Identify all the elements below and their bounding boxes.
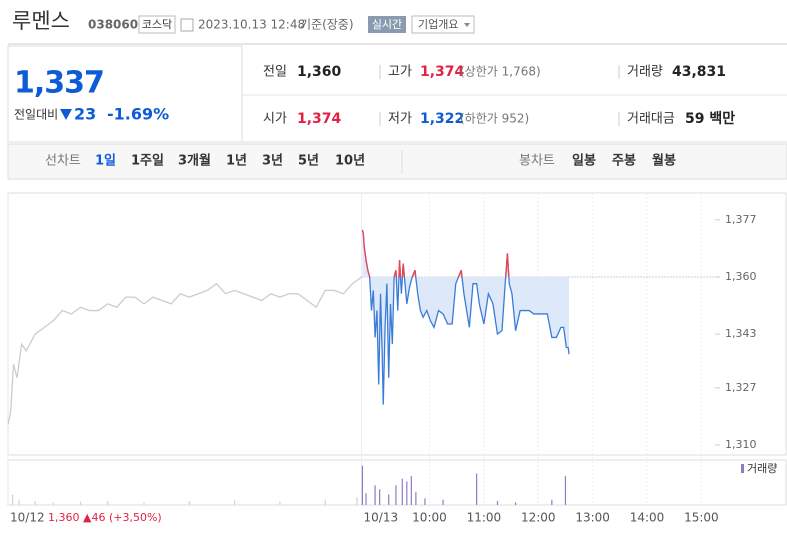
x-tick-label: 12:00 — [521, 511, 556, 525]
plot-frame — [7, 192, 787, 456]
tab-bar — [7, 143, 787, 180]
volume-bar — [514, 502, 517, 505]
x-tick-label: 14:00 — [630, 511, 665, 525]
field-label: 전일 — [263, 65, 287, 80]
x-tick-label: 11:00 — [467, 511, 502, 525]
field-value: 43,831 — [672, 64, 726, 80]
company[interactable]: 기업개요 — [418, 18, 458, 31]
volume-bar — [79, 501, 82, 505]
volume-bar — [476, 473, 478, 505]
field-value: 1,374 — [420, 64, 465, 80]
field-note: (상한가 1,768) — [460, 65, 541, 79]
market-badge — [138, 15, 176, 34]
volume-bar — [410, 476, 412, 505]
volume-bar — [52, 502, 54, 505]
y-tick-label: 1,327 — [725, 381, 757, 394]
y-tick-label: 1,360 — [725, 270, 757, 283]
volume-bar — [551, 499, 553, 505]
market: 코스닥 — [142, 18, 172, 31]
volume-bar — [356, 497, 358, 505]
y-tick-label: 1,310 — [725, 438, 757, 451]
line — [361, 229, 570, 405]
tab[interactable]: 10년 — [335, 154, 365, 169]
volume-bar — [379, 489, 381, 505]
x-tick-label: 15:00 — [684, 511, 719, 525]
volume-bar — [107, 501, 109, 505]
volume-bar — [188, 501, 190, 505]
volume-legend-swatch — [741, 464, 744, 473]
dropdown-arrow — [464, 23, 470, 27]
realtime-badge[interactable] — [368, 16, 406, 33]
volume-bar — [496, 501, 499, 505]
realtime[interactable]: 실시간 — [372, 18, 402, 31]
stock-code: 038060 — [88, 18, 138, 32]
y-tick-label: 1,343 — [725, 327, 757, 340]
tab[interactable]: 1일 — [95, 154, 116, 169]
volume-bar — [18, 499, 20, 505]
line-chart-label: 선차트 — [45, 154, 81, 169]
volume-bar — [279, 501, 281, 505]
line — [7, 276, 362, 425]
volume-bar — [361, 465, 364, 505]
tab[interactable]: 주봉 — [612, 154, 636, 169]
tab[interactable]: 3년 — [262, 154, 283, 169]
stock-name: 루멘스 — [12, 9, 70, 33]
volume-bar — [234, 500, 236, 505]
field-value: 1,374 — [297, 111, 342, 127]
x-tick-label: 10/13 — [364, 511, 399, 525]
field-label: 시가 — [263, 112, 287, 127]
volume-bar — [415, 491, 417, 505]
volume-bar — [365, 493, 367, 505]
datetime: 2023.10.13 12:48 — [198, 18, 305, 32]
field-label: 거래대금 — [627, 112, 675, 127]
price-box — [7, 45, 243, 143]
x-tick-label: 10:00 — [412, 511, 447, 525]
volume-bar — [401, 478, 403, 505]
tab[interactable]: 월봉 — [652, 153, 676, 169]
tab[interactable]: 1주일 — [131, 154, 164, 169]
down-arrow — [60, 109, 72, 120]
y-tick-label: 1,377 — [725, 213, 757, 226]
change-label: 전일대비 — [14, 108, 58, 122]
volume-bar — [395, 485, 397, 505]
volume-bar — [442, 499, 444, 505]
volume-bar — [143, 502, 145, 505]
volume-frame — [7, 459, 787, 506]
field-value: 1,360 — [297, 64, 342, 80]
annotation: 1,360 ▲46 (+3,50%) — [48, 511, 162, 524]
field-value: 1,322 — [420, 111, 464, 127]
basis: 기준(장중) — [300, 18, 354, 32]
volume-bar — [324, 499, 326, 505]
volume-bar — [564, 476, 567, 505]
candle-chart-label: 봉차트 — [519, 154, 555, 169]
change: 23 — [74, 105, 96, 124]
price: 1,337 — [14, 66, 104, 101]
volume-bar — [11, 494, 14, 505]
tab[interactable]: 3개월 — [178, 153, 211, 169]
field-label: 거래량 — [627, 65, 663, 80]
change-pct: -1.69% — [107, 105, 169, 124]
company-button[interactable] — [411, 15, 475, 34]
volume-bar — [406, 481, 408, 505]
volume-bar — [424, 498, 426, 505]
tab[interactable]: 1년 — [226, 154, 247, 169]
x-tick-label: 13:00 — [575, 511, 610, 525]
volume-bar — [388, 494, 390, 505]
tab[interactable]: 일봉 — [572, 154, 596, 169]
tab[interactable]: 5년 — [298, 154, 319, 169]
field-note: (하한가 952) — [460, 112, 529, 126]
field-label: 고가 — [388, 65, 412, 80]
volume-bar — [34, 501, 36, 505]
x-tick-label: 10/12 — [10, 511, 45, 525]
field-label: 저가 — [388, 112, 412, 127]
volume-bar — [374, 485, 376, 505]
volume-legend: 거래량 — [747, 462, 777, 475]
clock-icon — [180, 18, 194, 32]
field-value: 59 백만 — [685, 111, 735, 127]
